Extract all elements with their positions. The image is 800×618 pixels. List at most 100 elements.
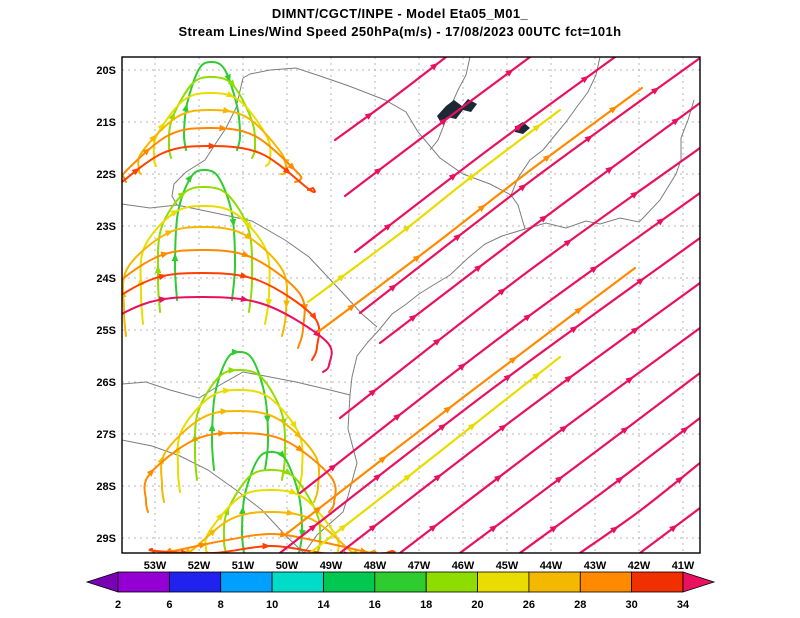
flow-arrow <box>569 325 579 334</box>
flow-arrow <box>208 142 217 150</box>
flow-arrow <box>170 210 180 217</box>
flow-arrow <box>439 118 448 126</box>
flow-arrow <box>403 473 412 482</box>
flow-arrow <box>564 375 573 383</box>
flow-arrow <box>402 224 412 233</box>
flow-arrow <box>222 106 232 114</box>
flow-arrow <box>559 425 568 433</box>
flow-arrow <box>443 405 452 414</box>
colorbar-label: 28 <box>574 599 586 611</box>
colorbar-cell <box>477 571 530 593</box>
flow-arrow <box>532 372 541 380</box>
colorbar-label: 2 <box>115 599 121 611</box>
flow-arrow <box>198 542 208 549</box>
colorbar-cell <box>374 571 427 593</box>
flow-arrow <box>308 524 318 532</box>
colorbar: 2 6 8 10 14 16 18 20 26 28 30 34 <box>85 571 716 611</box>
flow-arrow <box>177 191 186 199</box>
streamline <box>333 57 448 142</box>
streamline <box>148 544 396 553</box>
flow-arrow <box>630 191 639 199</box>
flow-arrow <box>295 444 304 453</box>
flow-arrow <box>620 426 629 435</box>
lon-tick-label: 46W <box>452 560 475 572</box>
flow-arrow <box>279 530 289 538</box>
flow-arrow <box>563 239 573 247</box>
lat-tick-label: 29S <box>96 533 116 545</box>
flow-arrow <box>182 103 189 112</box>
lat-tick-label: 25S <box>96 325 116 337</box>
flow-arrow <box>412 254 422 263</box>
flow-arrow <box>438 423 447 431</box>
flow-arrow <box>514 124 523 132</box>
colorbar-label: 30 <box>625 599 637 611</box>
lon-tick-label: 51W <box>232 560 255 572</box>
streamline <box>176 388 304 493</box>
flow-arrow <box>368 388 377 397</box>
streamline <box>156 185 254 313</box>
flow-arrow <box>283 300 290 309</box>
flow-arrow <box>494 474 503 483</box>
flow-arrow <box>288 488 298 495</box>
flow-arrow <box>313 329 322 338</box>
flow-arrow <box>313 506 323 514</box>
flow-arrow <box>219 124 228 132</box>
flow-arrow <box>432 338 442 346</box>
state-border <box>122 203 378 328</box>
flow-arrow <box>508 356 518 364</box>
flow-arrow <box>227 79 236 88</box>
state-border <box>171 77 244 206</box>
flow-arrow <box>636 277 645 286</box>
colorbar-cell <box>528 571 581 593</box>
state-border <box>242 67 512 196</box>
flow-arrow <box>671 117 680 126</box>
streamline <box>308 355 562 553</box>
flow-arrow <box>244 232 253 240</box>
colorbar-label: 34 <box>677 599 690 611</box>
streamline <box>338 281 700 553</box>
flow-arrow <box>368 524 378 532</box>
flow-arrow <box>364 112 374 120</box>
streamline <box>122 126 303 183</box>
colorbar-label: 14 <box>317 599 330 611</box>
flow-arrow <box>448 173 458 181</box>
streamline <box>122 295 333 373</box>
streamline <box>278 236 700 553</box>
streamline <box>173 168 237 301</box>
flow-arrow <box>477 204 486 212</box>
lon-tick-label: 41W <box>672 560 695 572</box>
flow-arrow <box>467 422 477 431</box>
flow-arrow <box>373 473 382 482</box>
flow-arrow <box>474 264 483 273</box>
flow-arrow <box>286 509 295 516</box>
colorbar-arrow-left <box>85 571 119 593</box>
streamlines <box>85 57 700 553</box>
flow-arrow <box>605 166 614 174</box>
flow-arrow <box>584 135 593 143</box>
flow-arrow <box>549 525 558 533</box>
flow-arrow <box>101 301 109 310</box>
flow-arrow <box>85 329 95 339</box>
flow-arrow <box>650 87 660 95</box>
colorbar-label: 20 <box>471 599 483 611</box>
coastline <box>303 99 695 553</box>
streamline <box>222 468 322 553</box>
streamline <box>122 271 321 361</box>
colorbar-cell <box>631 571 684 593</box>
streamline <box>358 57 700 315</box>
flow-arrow <box>498 424 508 432</box>
lon-tick-label: 50W <box>276 560 299 572</box>
streamline <box>167 75 257 159</box>
streamline <box>193 368 287 481</box>
flow-arrow <box>574 307 583 315</box>
flow-arrow <box>675 476 684 484</box>
lat-tick-label: 24S <box>96 273 116 285</box>
colorbar-arrow-right <box>682 571 716 593</box>
flow-arrow <box>378 455 387 464</box>
flow-arrow <box>580 75 590 84</box>
flow-arrow <box>220 408 229 415</box>
colorbar-label: 8 <box>218 599 224 611</box>
colorbar-label: 26 <box>523 599 535 611</box>
streamline <box>283 266 637 537</box>
